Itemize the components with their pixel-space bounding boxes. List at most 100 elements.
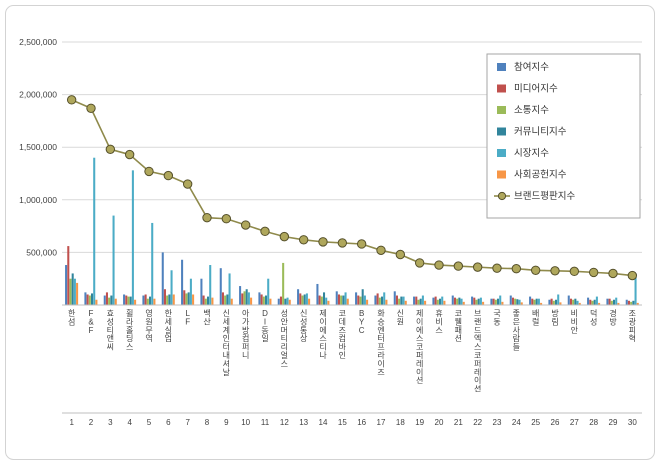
bar-미디어지수 <box>473 297 476 305</box>
bar-소통지수 <box>166 295 169 305</box>
line-marker <box>434 260 444 270</box>
bar-미디어지수 <box>67 246 70 305</box>
bar-소통지수 <box>552 300 555 305</box>
rank-labels: 1 2 3 4 5 6 7 8 9 10 11 12 13 14 15 16 17 18 19 20 21 22 23 24 2… <box>69 418 637 427</box>
bar-참여지수 <box>432 297 435 305</box>
bar-사회공헌지수 <box>520 302 523 305</box>
legend-swatch <box>497 127 506 136</box>
bar-커뮤니티지수 <box>439 298 442 305</box>
bar-소통지수 <box>514 298 517 305</box>
bar-참여지수 <box>161 252 164 305</box>
rank-label: 5 <box>147 418 152 427</box>
bar-참여지수 <box>239 286 242 305</box>
line-marker <box>240 220 251 230</box>
bar-사회공헌지수 <box>598 302 601 305</box>
bar-미디어지수 <box>492 298 495 305</box>
bar-시장지수 <box>325 297 328 305</box>
bar-참여지수 <box>471 296 474 305</box>
bar-커뮤니티지수 <box>323 292 326 305</box>
bar-시장지수 <box>460 298 463 305</box>
bar-참여지수 <box>219 268 222 305</box>
rank-label: 11 <box>261 418 270 427</box>
bar-미디어지수 <box>125 295 128 305</box>
bar-참여지수 <box>393 291 396 305</box>
bar-시장지수 <box>267 278 270 305</box>
bar-사회공헌지수 <box>211 297 214 305</box>
line-marker <box>260 226 270 237</box>
bar-시장지수 <box>151 222 154 305</box>
line-marker <box>569 266 580 277</box>
bar-커뮤니티지수 <box>284 298 287 305</box>
legend-label: 커뮤니티지수 <box>514 127 567 138</box>
bar-사회공헌지수 <box>462 301 465 305</box>
bar-참여지수 <box>587 297 590 305</box>
bar-커뮤니티지수 <box>168 294 171 305</box>
legend-swatch <box>497 63 506 71</box>
bar-소통지수 <box>108 297 111 305</box>
rank-label: 30 <box>628 418 637 427</box>
bar-커뮤니티지수 <box>245 289 248 305</box>
bar-미디어지수 <box>395 295 398 305</box>
bar-시장지수 <box>170 270 173 305</box>
bar-참여지수 <box>181 259 184 305</box>
bar-시장지수 <box>499 295 502 305</box>
bar-커뮤니티지수 <box>516 299 519 305</box>
line-marker <box>144 166 154 177</box>
legend-label: 소통지수 <box>514 105 549 116</box>
bar-참여지수 <box>606 298 609 305</box>
rank-label: 21 <box>454 418 463 427</box>
line-marker <box>511 264 522 274</box>
legend-label: 참여지수 <box>514 61 549 73</box>
rank-label: 7 <box>185 418 190 427</box>
bar-소통지수 <box>224 295 227 305</box>
rank-label: 24 <box>512 418 521 427</box>
bar-미디어지수 <box>221 292 224 305</box>
rank-label: 10 <box>241 418 250 427</box>
bar-사회공헌지수 <box>346 298 349 305</box>
rank-label: 20 <box>435 418 444 427</box>
bar-미디어지수 <box>608 298 611 305</box>
bar-미디어지수 <box>569 298 572 305</box>
rank-label: 12 <box>280 418 289 427</box>
line-marker <box>376 245 386 255</box>
legend-item: 커뮤니티지수 <box>497 127 567 138</box>
bar-참여지수 <box>258 292 261 305</box>
legend-item: 소통지수 <box>497 105 549 116</box>
bar-참여지수 <box>103 295 106 305</box>
bar-커뮤니티지수 <box>265 295 268 305</box>
bar-참여지수 <box>413 296 416 305</box>
category-labels: 한 섬 F & F 효 성 티 앤 씨 휠 라 홀 딩 스 영 원 무 역 한 세 실 업 L F 백 산 신 세 계 인 터 내 셔 날 아 가 방 컴 퍼… <box>68 308 637 394</box>
bar-시장지수 <box>421 295 424 305</box>
legend-item: 미디어지수 <box>497 84 558 95</box>
bar-사회공헌지수 <box>76 282 79 305</box>
bar-커뮤니티지수 <box>207 296 210 305</box>
bar-미디어지수 <box>183 290 186 305</box>
line-marker <box>356 239 367 249</box>
rank-label: 3 <box>108 418 113 427</box>
bar-미디어지수 <box>241 293 244 305</box>
bar-커뮤니티지수 <box>226 294 229 305</box>
bar-시장지수 <box>634 273 637 305</box>
y-tick-label: 500,000 <box>26 247 57 257</box>
bar-커뮤니티지수 <box>303 294 306 305</box>
line-marker <box>492 263 502 273</box>
bar-사회공헌지수 <box>95 299 98 305</box>
bar-참여지수 <box>142 295 145 305</box>
bar-시장지수 <box>537 298 540 305</box>
line-marker <box>395 249 406 260</box>
bar-참여지수 <box>355 292 358 305</box>
legend-box <box>486 53 641 219</box>
line-marker <box>202 212 212 223</box>
bar-시장지수 <box>615 297 618 305</box>
line-marker <box>550 266 560 276</box>
